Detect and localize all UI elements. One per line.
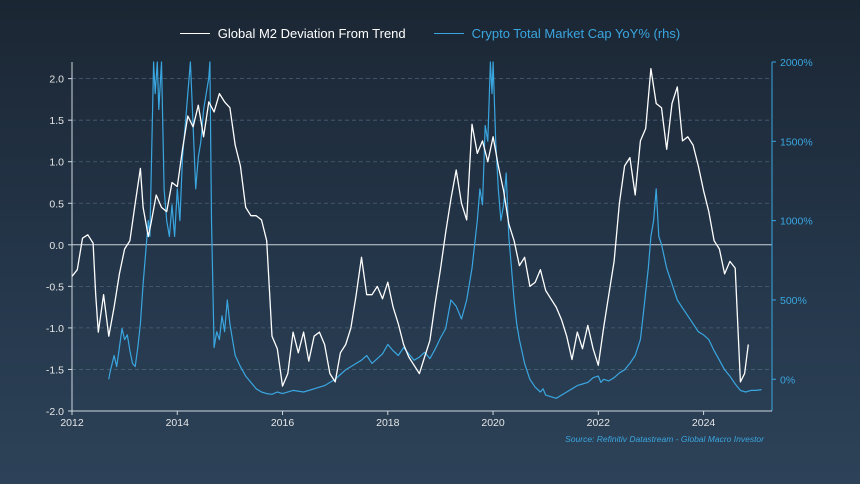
x-tick-label-1: 2014 bbox=[166, 417, 190, 429]
right-tick-label-2: 1000% bbox=[780, 216, 813, 228]
right-tick-label-0: 2000% bbox=[780, 57, 813, 69]
right-tick-label-1: 1500% bbox=[780, 136, 813, 148]
series-layer bbox=[71, 61, 762, 399]
x-tick-label-4: 2020 bbox=[481, 417, 505, 429]
left-tick-label-8: -2.0 bbox=[46, 406, 64, 418]
legend-label-crypto: Crypto Total Market Cap YoY% (rhs) bbox=[471, 25, 681, 41]
series-line-m2 bbox=[71, 67, 749, 387]
left-tick-label-3: 0.5 bbox=[49, 198, 64, 210]
source-note: Source: Refinitiv Datastream - Global Ma… bbox=[565, 434, 765, 444]
left-tick-label-4: 0.0 bbox=[49, 240, 64, 252]
left-tick-label-0: 2.0 bbox=[49, 74, 64, 86]
x-tick-label-3: 2018 bbox=[376, 417, 400, 429]
axes: 2.0 1.5 1.0 0.5 0.0 -0.5 -1.0 -1.5 -2.0 2000% 1500… bbox=[46, 57, 813, 429]
legend-swatch-crypto bbox=[433, 32, 464, 34]
series-line-crypto bbox=[108, 61, 762, 399]
right-tick-label-3: 500% bbox=[780, 295, 807, 307]
x-tick-label-5: 2022 bbox=[587, 417, 611, 429]
left-tick-label-6: -1.0 bbox=[46, 323, 64, 335]
x-tick-label-2: 2016 bbox=[271, 417, 295, 429]
chart-legend: Global M2 Deviation From Trend Crypto To… bbox=[0, 22, 860, 44]
left-tick-label-5: -0.5 bbox=[46, 281, 64, 293]
legend-label-m2: Global M2 Deviation From Trend bbox=[217, 25, 406, 41]
right-tick-label-4: 0% bbox=[780, 374, 795, 386]
x-tick-label-0: 2012 bbox=[60, 417, 84, 429]
legend-item-m2: Global M2 Deviation From Trend bbox=[179, 25, 406, 41]
legend-item-crypto: Crypto Total Market Cap YoY% (rhs) bbox=[433, 25, 681, 41]
grid-lines bbox=[72, 78, 772, 370]
left-tick-label-7: -1.5 bbox=[46, 364, 64, 376]
left-tick-label-2: 1.0 bbox=[49, 157, 64, 169]
left-tick-label-1: 1.5 bbox=[49, 115, 64, 127]
legend-swatch-m2 bbox=[179, 32, 210, 34]
x-tick-label-6: 2024 bbox=[692, 417, 716, 429]
